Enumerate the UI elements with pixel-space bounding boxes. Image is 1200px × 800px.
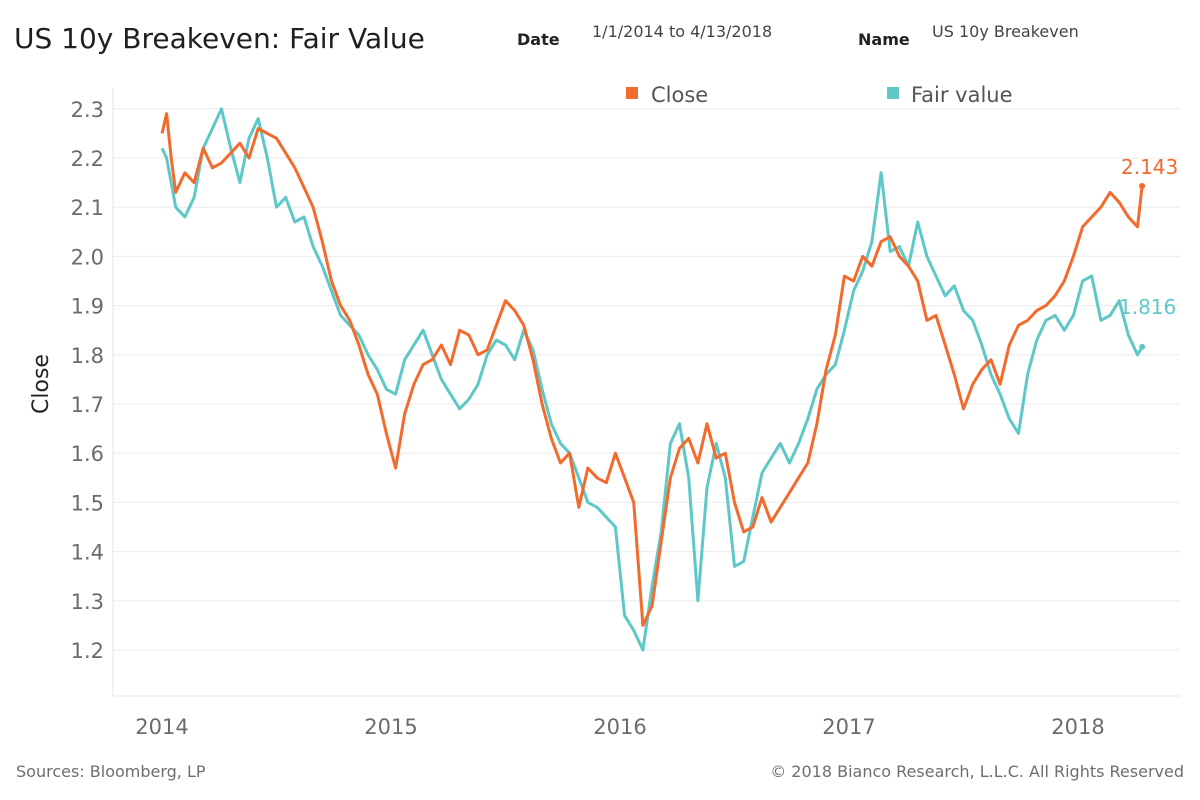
- copyright-note: © 2018 Bianco Research, L.L.C. All Right…: [770, 762, 1184, 781]
- y-axis-label: Close: [29, 354, 54, 414]
- x-tick-label: 2016: [593, 715, 646, 739]
- name-filter-label: Name: [858, 30, 910, 49]
- name-filter-value[interactable]: US 10y Breakeven: [932, 22, 1079, 41]
- grid-lines: [113, 108, 1180, 651]
- legend: Close Fair value: [626, 83, 1013, 107]
- legend-label-fair-value: Fair value: [911, 83, 1013, 107]
- source-note: Sources: Bloomberg, LP: [16, 762, 206, 781]
- series-lines: [160, 107, 1146, 652]
- series-line-fair-value-end-point: [1139, 343, 1146, 350]
- y-tick-label: 2.2: [71, 147, 104, 171]
- legend-swatch-fair-value: [887, 87, 899, 99]
- y-tick-label: 1.8: [71, 344, 104, 368]
- y-tick-label: 1.4: [71, 541, 104, 565]
- x-tick-label: 2015: [364, 715, 417, 739]
- date-filter-value[interactable]: 1/1/2014 to 4/13/2018: [592, 22, 773, 41]
- legend-swatch-close: [626, 87, 638, 99]
- y-tick-label: 2.1: [71, 196, 104, 220]
- x-tick-label: 2014: [135, 715, 188, 739]
- y-tick-label: 2.3: [71, 98, 104, 122]
- series-line-close-end-point: [1139, 183, 1146, 190]
- x-tick-label: 2018: [1051, 715, 1104, 739]
- chart-title: US 10y Breakeven: Fair Value: [14, 22, 425, 55]
- x-tick-label: 2017: [822, 715, 875, 739]
- y-tick-label: 1.6: [71, 442, 104, 466]
- series-line-close: [160, 112, 1144, 627]
- y-tick-label: 1.3: [71, 590, 104, 614]
- series-line-fair-value: [160, 107, 1144, 652]
- y-tick-label: 1.7: [71, 393, 104, 417]
- legend-label-close: Close: [651, 83, 708, 107]
- end-label-fair-value: 1.816: [1119, 295, 1176, 319]
- end-label-close: 2.143: [1121, 155, 1178, 179]
- axes: [112, 88, 1180, 697]
- y-tick-labels: 1.2 1.3 1.4 1.5 1.6 1.7 1.8 1.9 2.0 2.1 2.2 2.3: [71, 98, 104, 663]
- x-tick-labels: 2014 2015 2016 2017 2018: [135, 715, 1104, 739]
- y-tick-label: 1.2: [71, 639, 104, 663]
- y-tick-label: 1.5: [71, 491, 104, 515]
- date-filter-label: Date: [517, 30, 560, 49]
- y-tick-label: 2.0: [71, 245, 104, 269]
- y-tick-label: 1.9: [71, 295, 104, 319]
